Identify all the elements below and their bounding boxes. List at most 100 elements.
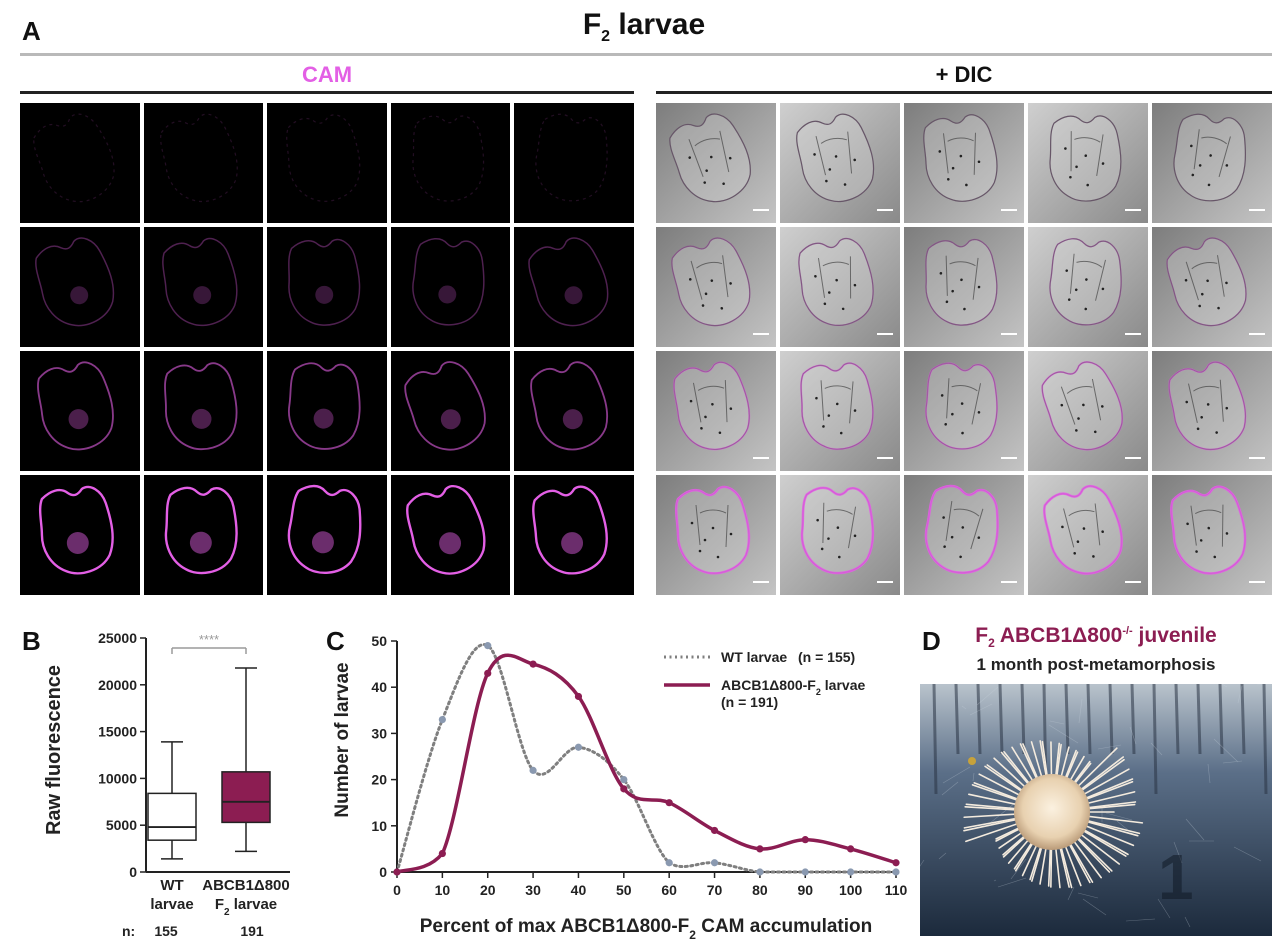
data-point-mutant [393, 868, 401, 876]
spine-graphic [1079, 780, 1134, 803]
box-wt [147, 741, 197, 860]
spine-graphic [1074, 756, 1125, 795]
cam-tile-image [161, 237, 238, 327]
ruler-tick-graphic [1174, 684, 1180, 755]
d-title-sup: -/- [1122, 625, 1133, 637]
legend-mut-rest: larvae [821, 677, 866, 693]
scratch-graphic [1185, 818, 1205, 841]
dic-tile-image [1028, 227, 1148, 347]
scratch-graphic [1097, 744, 1122, 750]
cam-tile-image [535, 113, 609, 202]
cam-tile-image [288, 362, 361, 450]
ruler-tick-graphic [932, 684, 938, 795]
spine-graphic [964, 805, 1023, 812]
spine-graphic [1080, 819, 1139, 837]
cam-tile-image [286, 114, 361, 202]
x-tick-label: 110 [885, 882, 908, 898]
data-point-mutant [665, 799, 673, 807]
dic-tile-image [656, 475, 776, 595]
x-tick-label: 90 [797, 882, 813, 898]
group-label-mut-2: F2 larvae [215, 896, 277, 918]
spine-graphic [971, 784, 1025, 804]
cam-image-grid [20, 103, 634, 595]
dic-tile-image [780, 475, 900, 595]
xlabel-sub: 2 [689, 928, 696, 942]
dic-rule [656, 91, 1272, 94]
y-tick-label: 10 [371, 818, 387, 834]
dic-tile-image [904, 227, 1024, 347]
legend-n-mut: (n = 191) [721, 694, 778, 710]
scale-bar [1125, 333, 1141, 335]
scratch-graphic [976, 686, 999, 706]
scratch-graphic [1233, 846, 1262, 862]
data-point-wt [892, 868, 900, 876]
x-tick-label: 40 [571, 882, 587, 898]
dic-image-tile [904, 351, 1024, 471]
data-point-mutant [892, 859, 900, 867]
spine-graphic [1080, 791, 1136, 806]
cam-image-tile [143, 475, 264, 595]
spine-graphic [1072, 747, 1118, 792]
data-point-mutant [756, 845, 764, 853]
spine-graphic [965, 820, 1025, 843]
scale-bar [1125, 581, 1141, 583]
cam-tile-image [412, 238, 485, 326]
panel-d-title: F2 ABCB1Δ800-/- juvenile [920, 624, 1272, 650]
data-point-wt [529, 766, 537, 774]
scratch-graphic [1105, 812, 1133, 821]
dic-tile-image [780, 351, 900, 471]
legend-label-wt: WT larvae [721, 649, 787, 665]
title-sub: 2 [601, 28, 611, 45]
line-chart-ylabel: Number of larvae [332, 662, 353, 817]
panel-letter-a: A [22, 16, 41, 46]
cam-tile-image [287, 484, 362, 574]
y-tick-label: 0 [379, 864, 387, 880]
dic-tile-image [656, 351, 776, 471]
cam-tile-image [37, 361, 114, 451]
scratch-graphic [1125, 918, 1156, 922]
scratch-graphic [1213, 738, 1239, 763]
scratch-graphic [1184, 916, 1191, 928]
scale-bar [1001, 209, 1017, 211]
scale-bar [877, 333, 893, 335]
scale-bar [753, 581, 769, 583]
ruler-tick-graphic [1130, 684, 1136, 755]
debris-spot [968, 757, 976, 765]
scratch-graphic [1049, 720, 1065, 725]
d-title-sub: 2 [988, 636, 995, 651]
spine-graphic [1080, 801, 1137, 810]
scratch-graphic [961, 705, 967, 710]
data-point-mutant [847, 845, 855, 853]
dic-image-tile [1152, 103, 1272, 223]
spine-graphic [1000, 751, 1034, 790]
spine-graphic [993, 757, 1031, 793]
dic-image-tile [1152, 475, 1272, 595]
cam-tile-image [288, 238, 361, 326]
y-tick-label: 20 [371, 772, 387, 788]
spine-graphic [984, 765, 1029, 796]
spine-graphic [1069, 835, 1102, 879]
panel-a-title: F2 larvae [0, 8, 1288, 46]
title-rule [20, 53, 1272, 56]
dic-tile-image [1028, 475, 1148, 595]
spine-graphic [1074, 829, 1121, 865]
scratch-graphic [1048, 724, 1079, 744]
dic-tile-image [780, 227, 900, 347]
scratch-graphic [1237, 685, 1243, 704]
spine-graphic [1080, 814, 1144, 824]
d-title-main: ABCB1Δ800 [994, 624, 1123, 647]
data-point-mutant [801, 836, 809, 844]
cam-tile-image [163, 362, 238, 451]
panel-letter-c: C [326, 626, 345, 656]
dic-tile-image [1028, 351, 1148, 471]
spine-graphic [1077, 825, 1129, 856]
scale-bar [1125, 209, 1141, 211]
cam-image-tile [143, 351, 264, 471]
x-tick-label: 10 [435, 882, 451, 898]
spine-graphic [978, 773, 1027, 799]
data-point-wt [756, 868, 764, 876]
y-tick-label: 50 [371, 633, 387, 649]
cam-image-tile [514, 103, 634, 223]
dic-image-tile [1152, 351, 1272, 471]
xlabel-rest: CAM accumulation [696, 916, 872, 937]
